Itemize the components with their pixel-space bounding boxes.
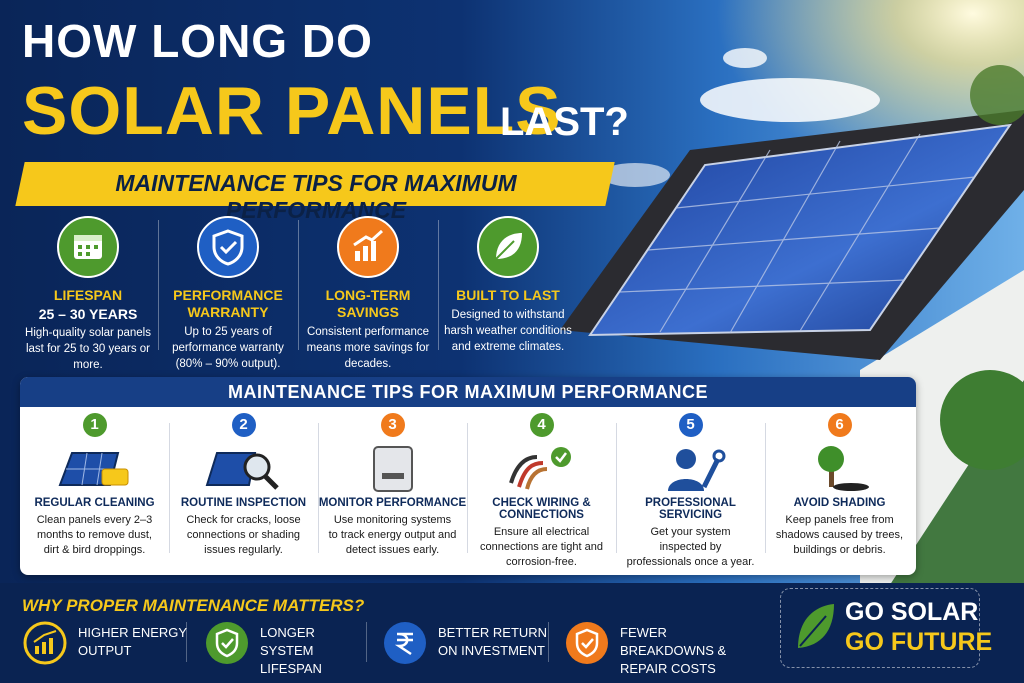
tip-icon xyxy=(372,446,413,492)
tip-icon xyxy=(58,452,128,486)
footer-item: LONGER SYSTEM LIFESPAN xyxy=(204,620,374,676)
footer-item: HIGHER ENERGY OUTPUT xyxy=(22,620,192,665)
separator xyxy=(548,622,549,662)
footer-item: BETTER RETURN ON INVESTMENT xyxy=(382,620,552,664)
tip-text: Clean panels every 2–3 months to remove … xyxy=(36,514,153,556)
feature-title: LIFESPAN xyxy=(53,287,123,303)
title-line: HOW LONG DO xyxy=(22,15,373,67)
separator xyxy=(438,220,439,350)
feature-icon xyxy=(337,216,399,278)
footer-item-text: BETTER RETURN ON INVESTMENT xyxy=(438,625,548,658)
banner-text: MAINTENANCE TIPS FOR MAXIMUM PERFORMANCE xyxy=(115,170,517,223)
tip-title: CHECK WIRING & CONNECTIONS xyxy=(492,497,591,521)
tip: 6 AVOID SHADING Keep panels free from sh… xyxy=(765,413,914,558)
tips-title: MAINTENANCE TIPS FOR MAXIMUM PERFORMANCE xyxy=(20,377,916,407)
cta-box xyxy=(780,588,980,668)
tip-title: MONITOR PERFORMANCE xyxy=(318,497,467,509)
tip-title: AVOID SHADING xyxy=(793,497,886,509)
tip: 2 ROUTINE INSPECTION Check for cracks, l… xyxy=(169,413,318,558)
footer-icon xyxy=(23,621,67,665)
tip-title: REGULAR CLEANING xyxy=(34,497,155,509)
tip-number: 1 xyxy=(82,413,107,437)
feature-icon xyxy=(197,216,259,278)
tips-panel: MAINTENANCE TIPS FOR MAXIMUM PERFORMANCE… xyxy=(20,377,916,575)
footer-icon xyxy=(384,622,426,664)
tip-number: 5 xyxy=(678,413,703,437)
tip: 5 PROFESSIONAL SERVICING Get your system… xyxy=(616,413,765,570)
feature-subtitle: 25 – 30 YEARS xyxy=(38,306,138,322)
tip-icon xyxy=(508,447,571,490)
feature: LIFESPAN 25 – 30 YEARS High-quality sola… xyxy=(18,215,158,373)
footer-icon xyxy=(206,622,248,664)
footer-item-text: HIGHER ENERGY OUTPUT xyxy=(78,625,187,658)
separator xyxy=(616,423,617,553)
feature-text: Consistent performance means more saving… xyxy=(306,326,430,370)
tip-number: 4 xyxy=(529,413,554,437)
footer-icon xyxy=(566,622,608,664)
feature: LONG-TERM SAVINGS Consistent performance… xyxy=(298,215,438,372)
feature-text: Up to 25 years of performance warranty (… xyxy=(172,326,284,370)
feature: PERFORMANCE WARRANTY Up to 25 years of p… xyxy=(158,215,298,372)
tip-icon xyxy=(817,446,869,491)
separator xyxy=(158,220,159,350)
tip-icon xyxy=(205,452,279,490)
title-suffix: LAST? xyxy=(500,100,629,144)
tip-text: Check for cracks, loose connections or s… xyxy=(186,514,301,556)
tip-text: Use monitoring systems to track energy o… xyxy=(328,514,457,556)
tip-text: Get your system inspected by professiona… xyxy=(626,526,755,568)
footer-item: FEWER BREAKDOWNS & REPAIR COSTS xyxy=(564,620,744,676)
footer-item-text: FEWER BREAKDOWNS & REPAIR COSTS xyxy=(620,625,727,676)
tip-title: PROFESSIONAL SERVICING xyxy=(645,497,736,521)
cta-line: GO FUTURE xyxy=(845,628,993,656)
title-highlight: SOLAR PANELS xyxy=(22,73,562,149)
cta-icon xyxy=(798,604,834,648)
tip-number: 3 xyxy=(380,413,405,437)
feature-icon xyxy=(477,216,539,278)
separator xyxy=(467,423,468,553)
separator xyxy=(765,423,766,553)
cta-line: GO SOLAR xyxy=(845,598,979,626)
tip: 4 CHECK WIRING & CONNECTIONS Ensure all … xyxy=(467,413,616,570)
separator xyxy=(366,622,367,662)
feature-text: Designed to withstand harsh weather cond… xyxy=(444,309,572,353)
feature-title: BUILT TO LAST xyxy=(456,287,560,303)
footer xyxy=(0,583,1024,683)
separator xyxy=(318,423,319,553)
feature-title: PERFORMANCE WARRANTY xyxy=(173,287,283,320)
tip: 1 REGULAR CLEANING Clean panels every 2–… xyxy=(20,413,169,558)
tip-text: Ensure all electrical connections are ti… xyxy=(480,526,603,568)
tip-number: 6 xyxy=(827,413,852,437)
separator xyxy=(169,423,170,553)
footer-title: WHY PROPER MAINTENANCE MATTERS? xyxy=(22,596,365,615)
tip: 3 MONITOR PERFORMANCE Use monitoring sys… xyxy=(318,413,467,558)
feature-text: High-quality solar panels last for 25 to… xyxy=(25,327,151,371)
tip-text: Keep panels free from shadows caused by … xyxy=(775,514,904,556)
feature-title: LONG-TERM SAVINGS xyxy=(325,287,411,320)
feature: BUILT TO LAST Designed to withstand hars… xyxy=(438,215,578,355)
tip-icon xyxy=(667,449,725,491)
separator xyxy=(298,220,299,350)
separator xyxy=(186,622,187,662)
tip-title: ROUTINE INSPECTION xyxy=(180,497,307,509)
tip-number: 2 xyxy=(231,413,256,437)
footer-item-text: LONGER SYSTEM LIFESPAN xyxy=(260,625,322,676)
feature-icon xyxy=(57,216,119,278)
